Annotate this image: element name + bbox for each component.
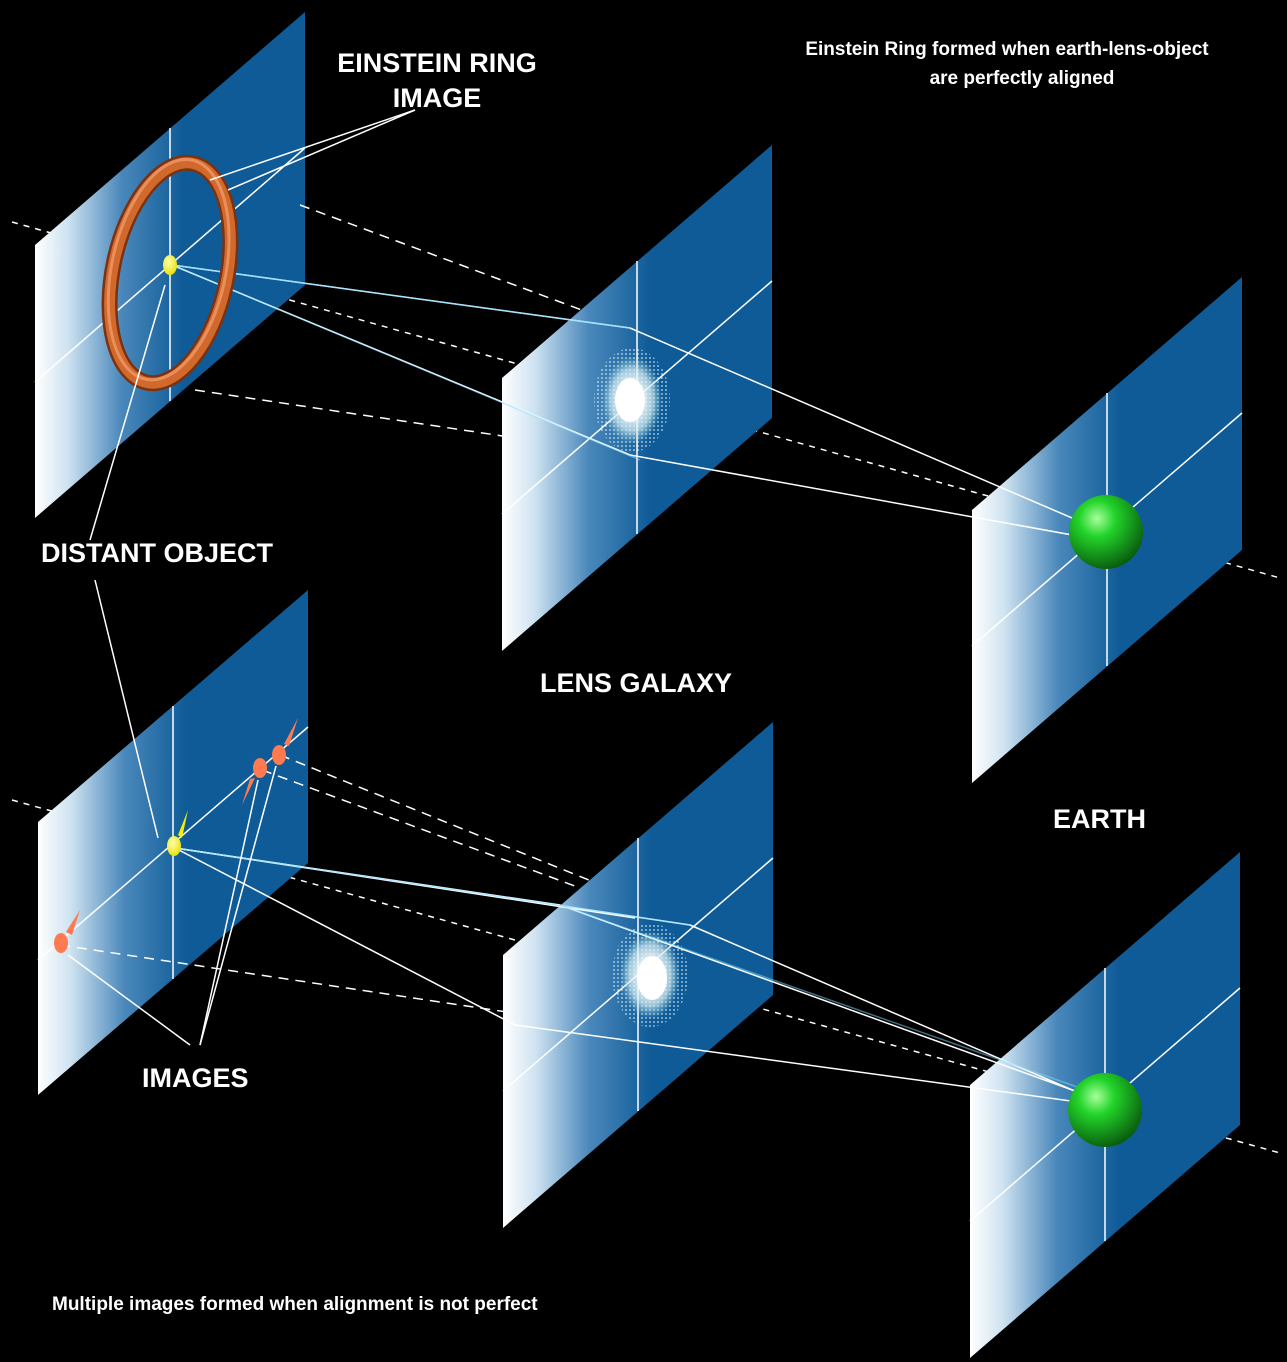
einstein-ring-label-line1: EINSTEIN RING bbox=[337, 48, 537, 78]
lens-galaxy-top bbox=[594, 348, 670, 452]
lens-galaxy-bottom bbox=[612, 923, 688, 1027]
lens-galaxy-label: LENS GALAXY bbox=[540, 668, 732, 698]
einstein-ring bbox=[101, 154, 239, 392]
distant-object-label: DISTANT OBJECT bbox=[41, 538, 274, 568]
distant-object-top bbox=[163, 255, 177, 275]
label-pointers bbox=[67, 109, 416, 1046]
earth-bottom bbox=[1068, 1073, 1142, 1147]
caption-top-line2: are perfectly aligned bbox=[930, 68, 1115, 89]
distant-object-bottom bbox=[167, 810, 188, 856]
light-rays-bottom bbox=[174, 847, 1101, 1106]
earth-top bbox=[1069, 495, 1143, 569]
caption-bottom: Multiple images formed when alignment is… bbox=[52, 1294, 538, 1315]
lensed-images bbox=[54, 718, 298, 953]
images-label: IMAGES bbox=[142, 1063, 249, 1093]
light-rays-top bbox=[171, 264, 1101, 541]
einstein-ring-label-line2: IMAGE bbox=[393, 83, 482, 113]
earth-label: EARTH bbox=[1053, 804, 1146, 834]
caption-top-line1: Einstein Ring formed when earth-lens-obj… bbox=[805, 39, 1209, 60]
